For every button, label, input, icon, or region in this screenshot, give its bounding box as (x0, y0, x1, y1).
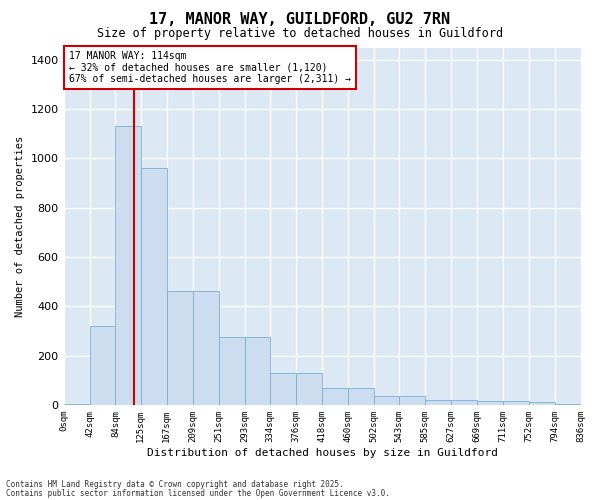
Bar (245, 337, 270, 405)
Bar (425, 400, 451, 405)
Bar (322, 388, 348, 405)
Bar (270, 373, 296, 405)
X-axis label: Distribution of detached houses by size in Guildford: Distribution of detached houses by size … (146, 448, 497, 458)
Bar (115, 126, 141, 405)
Y-axis label: Number of detached properties: Number of detached properties (15, 136, 25, 317)
Bar (503, 401, 529, 405)
Bar (348, 388, 374, 405)
Bar (451, 400, 477, 405)
Bar (64, 404, 89, 405)
Bar (296, 373, 322, 405)
Text: Contains HM Land Registry data © Crown copyright and database right 2025.: Contains HM Land Registry data © Crown c… (6, 480, 344, 489)
Text: Contains public sector information licensed under the Open Government Licence v3: Contains public sector information licen… (6, 488, 390, 498)
Bar (529, 402, 554, 405)
Text: Size of property relative to detached houses in Guildford: Size of property relative to detached ho… (97, 28, 503, 40)
Bar (477, 401, 503, 405)
Bar (141, 168, 167, 405)
Text: 17 MANOR WAY: 114sqm
← 32% of detached houses are smaller (1,120)
67% of semi-de: 17 MANOR WAY: 114sqm ← 32% of detached h… (69, 51, 351, 84)
Bar (89, 326, 115, 405)
Bar (374, 396, 400, 405)
Bar (400, 396, 425, 405)
Bar (167, 292, 193, 405)
Text: 17, MANOR WAY, GUILDFORD, GU2 7RN: 17, MANOR WAY, GUILDFORD, GU2 7RN (149, 12, 451, 28)
Bar (193, 292, 219, 405)
Bar (219, 337, 245, 405)
Bar (554, 404, 580, 405)
